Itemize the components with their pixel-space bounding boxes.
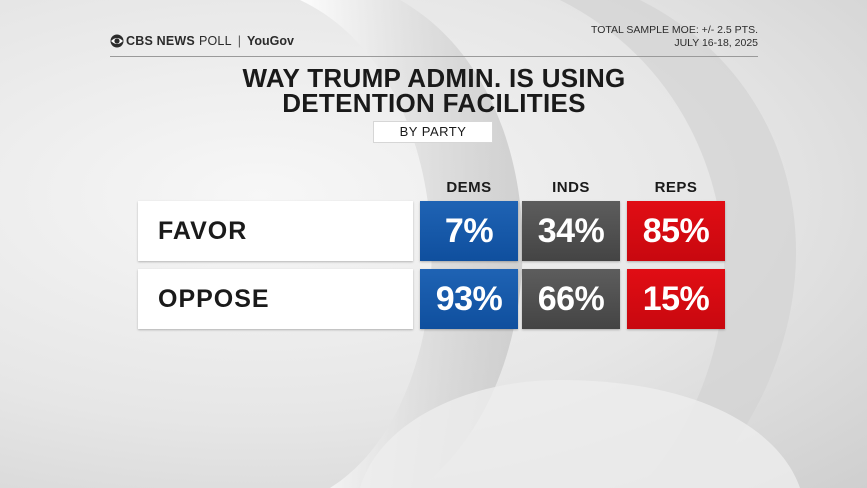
cell-favor-dems: 7% <box>420 201 518 261</box>
cell-oppose-dems: 93% <box>420 269 518 329</box>
brand-logo: CBS NEWS POLL | YouGov <box>110 34 294 48</box>
brand-poll: POLL <box>198 34 232 48</box>
row-label-oppose: OPPOSE <box>138 269 413 329</box>
cell-favor-reps: 85% <box>627 201 725 261</box>
column-header-inds: INDS <box>552 179 590 196</box>
cbs-eye-icon <box>110 34 124 48</box>
header-divider <box>110 56 758 57</box>
row-label-text: FAVOR <box>158 217 248 245</box>
column-header-reps: REPS <box>654 179 698 196</box>
poll-dates: JULY 16-18, 2025 <box>674 37 758 49</box>
chart-subtitle: BY PARTY <box>373 121 493 143</box>
margin-of-error: TOTAL SAMPLE MOE: +/- 2.5 PTS. <box>591 24 758 36</box>
title-line-1: WAY TRUMP ADMIN. IS USING <box>242 63 626 93</box>
cell-favor-inds: 34% <box>522 201 620 261</box>
row-label-favor: FAVOR <box>138 201 413 261</box>
cell-oppose-inds: 66% <box>522 269 620 329</box>
column-header-dems: DEMS <box>446 179 492 196</box>
row-label-text: OPPOSE <box>158 285 270 313</box>
brand-name: CBS NEWS <box>126 34 195 48</box>
brand-partner: YouGov <box>246 34 294 48</box>
title-line-2: DETENTION FACILITIES <box>282 88 586 118</box>
cell-oppose-reps: 15% <box>627 269 725 329</box>
poll-meta: TOTAL SAMPLE MOE: +/- 2.5 PTS. JULY 16-1… <box>591 24 758 50</box>
header: CBS NEWS POLL | YouGov TOTAL SAMPLE MOE:… <box>110 24 758 58</box>
brand-separator: | <box>237 34 241 48</box>
chart-title: WAY TRUMP ADMIN. IS USING DETENTION FACI… <box>110 63 758 118</box>
